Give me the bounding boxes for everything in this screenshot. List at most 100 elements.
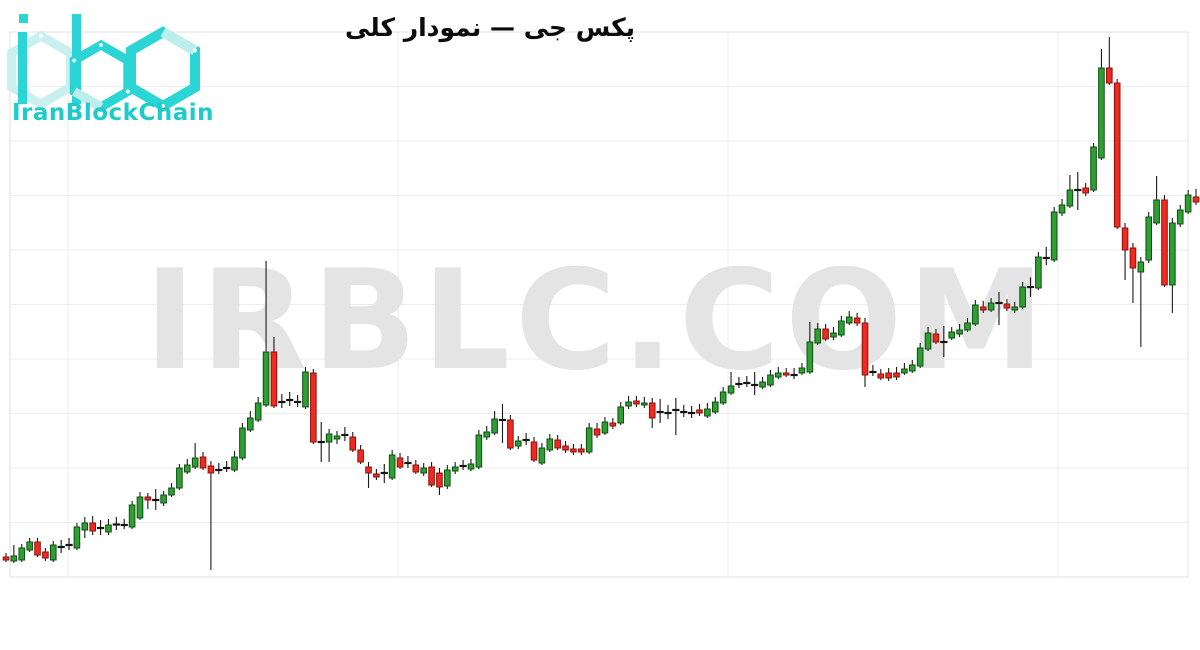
candle-down — [373, 473, 380, 478]
candle-down — [648, 402, 656, 419]
candle-up — [1011, 306, 1019, 311]
candle-up — [10, 555, 18, 562]
candle-up — [420, 467, 427, 474]
doji-dash — [286, 398, 294, 402]
candle-up — [514, 440, 522, 447]
candle-up — [908, 364, 916, 372]
candle-up — [924, 332, 932, 350]
candle-up — [183, 464, 191, 473]
doji-dash — [522, 438, 530, 442]
candle-up — [727, 385, 735, 394]
candle-up — [105, 524, 112, 533]
candle-up — [1145, 216, 1153, 261]
candle-down — [633, 400, 640, 405]
candle-up — [160, 494, 167, 504]
candle-up — [176, 467, 183, 489]
doji-dash — [96, 526, 105, 530]
candle-down — [34, 541, 41, 556]
doji-dash — [341, 433, 349, 437]
grid-layer — [9, 31, 1189, 578]
candle-down — [310, 372, 317, 443]
candle-down — [1003, 303, 1011, 309]
candle-up — [916, 347, 924, 367]
candle-up — [1098, 67, 1105, 159]
candle-up — [1153, 199, 1160, 224]
candle-down — [577, 448, 585, 453]
candle-up — [191, 457, 199, 468]
candle-up — [491, 418, 498, 434]
candle-down — [893, 372, 900, 378]
candle-down — [428, 466, 435, 486]
doji-dash — [995, 301, 1003, 305]
candle-down — [609, 422, 617, 427]
doji-dash — [380, 471, 388, 475]
candle-up — [247, 417, 254, 431]
doji-dash — [672, 408, 680, 412]
watermark-text: IRBLC.COM — [144, 240, 1049, 401]
candle-down — [1192, 196, 1200, 203]
candle-up — [302, 371, 309, 408]
candle-down — [877, 373, 885, 379]
doji-dash — [293, 400, 302, 404]
candle-down — [1121, 227, 1129, 251]
candle-up — [1035, 256, 1042, 289]
candle-up — [806, 341, 814, 373]
candle-up — [49, 544, 57, 561]
candle-up — [704, 408, 711, 417]
candle-down — [530, 441, 538, 461]
doji-dash — [869, 370, 877, 374]
candle-down — [1113, 82, 1121, 228]
doji-dash — [743, 381, 751, 385]
candle-up — [73, 526, 81, 549]
candle-down — [89, 522, 96, 532]
candle-up — [388, 454, 396, 479]
candle-down — [365, 466, 372, 474]
candle-up — [333, 435, 341, 440]
candle-down — [507, 419, 514, 449]
candle-down — [1082, 187, 1089, 194]
doji-dash — [1026, 285, 1035, 289]
doji-dash — [120, 523, 128, 527]
candle-up — [546, 438, 554, 451]
candle-down — [2, 556, 10, 561]
doji-dash — [317, 440, 325, 444]
candle-up — [759, 381, 766, 388]
candle-up — [231, 456, 238, 471]
candle-down — [593, 428, 601, 436]
candle-up — [1050, 211, 1058, 261]
candle-up — [325, 433, 333, 443]
doji-dash — [680, 410, 688, 414]
candle-up — [538, 447, 546, 464]
candle-up — [711, 401, 719, 413]
candle-up — [838, 320, 845, 336]
candles-layer — [2, 37, 1200, 570]
candle-up — [26, 541, 33, 551]
doji-dash — [751, 383, 759, 387]
candle-up — [830, 332, 837, 338]
doji-dash — [790, 373, 798, 377]
candle-up — [1137, 261, 1145, 273]
candle-up — [948, 331, 955, 339]
doji-dash — [215, 468, 223, 472]
candle-up — [845, 316, 853, 324]
candle-up — [585, 427, 593, 453]
candle-up — [262, 351, 270, 406]
candle-up — [798, 367, 806, 374]
candle-up — [617, 406, 625, 424]
candle-down — [861, 322, 869, 376]
candle-up — [775, 372, 782, 378]
candle-down — [696, 409, 703, 414]
doji-dash — [735, 382, 743, 386]
candle-up — [1176, 209, 1184, 225]
doji-dash — [940, 340, 948, 344]
candle-down — [1161, 199, 1168, 286]
doji-dash — [459, 464, 467, 468]
candle-down — [199, 456, 207, 469]
candle-up — [451, 466, 459, 472]
candle-up — [1090, 146, 1097, 191]
candle-down — [270, 351, 278, 407]
candle-down — [822, 328, 829, 340]
candle-up — [1169, 222, 1176, 286]
doji-dash — [404, 461, 412, 465]
